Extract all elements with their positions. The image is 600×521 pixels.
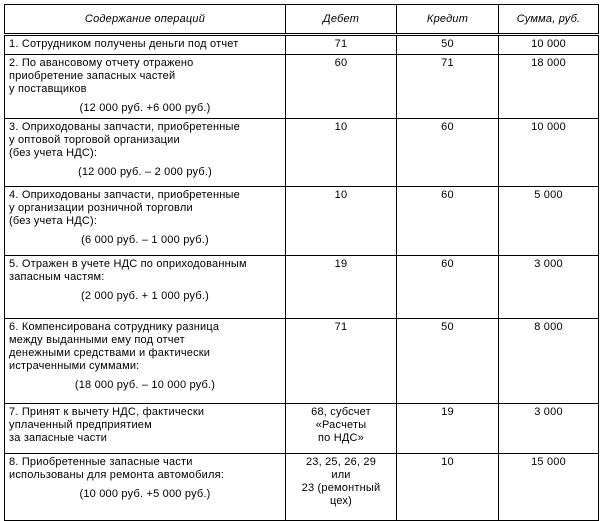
debit-cell: 71	[285, 34, 397, 55]
debit-text: 10	[334, 189, 348, 201]
debit-text: 10	[334, 121, 348, 133]
sum-cell: 18 000	[498, 54, 599, 119]
operation-text: 6. Компенсирована сотруднику разница	[9, 321, 220, 333]
header-debit: Дебет	[285, 4, 397, 36]
debit-cell: 68, субсчет «Расчеты по НДС»	[285, 403, 397, 454]
debit-text: 71	[334, 321, 348, 333]
debit-text: 71	[334, 38, 348, 50]
operation-text: у поставщиков	[9, 83, 87, 95]
credit-cell: 10	[396, 453, 499, 521]
operation-text: 7. Принят к вычету НДС, фактически	[9, 406, 205, 418]
operation-text: у оптовой торговой организации	[9, 134, 180, 146]
operation-text: 5. Отражен в учете НДС по оприходованным	[9, 258, 247, 270]
operation-text: 3. Оприходованы запчасти, приобретенные	[9, 121, 240, 133]
calculation-text: (6 000 руб. – 1 000 руб.)	[81, 234, 209, 246]
table-row: 8. Приобретенные запасные части использов…	[4, 453, 599, 521]
operation-cell: 2. По авансовому отчету отражено приобрет…	[4, 54, 286, 119]
debit-cell: 19	[285, 255, 397, 319]
debit-cell: 23, 25, 26, 29 или 23 (ремонтный цех)	[285, 453, 397, 521]
debit-text: 60	[334, 57, 348, 69]
credit-cell: 60	[396, 118, 499, 187]
operation-text: 4. Оприходованы запчасти, приобретенные	[9, 189, 240, 201]
debit-text: 19	[334, 258, 348, 270]
sum-cell: 8 000	[498, 318, 599, 404]
debit-text: по НДС»	[318, 432, 364, 444]
debit-cell: 10	[285, 118, 397, 187]
table-row: 1. Сотрудником получены деньги под отчет…	[4, 34, 599, 55]
debit-text: 23, 25, 26, 29	[305, 456, 377, 468]
sum-cell: 5 000	[498, 186, 599, 256]
table-row: 2. По авансовому отчету отражено приобрет…	[4, 54, 599, 119]
debit-text: 23 (ремонтный	[301, 482, 381, 494]
calculation-text: (10 000 руб. +5 000 руб.)	[79, 488, 211, 500]
operation-text: использованы для ремонта автомобиля:	[9, 469, 224, 481]
credit-cell: 71	[396, 54, 499, 119]
operation-text: 2. По авансовому отчету отражено	[9, 57, 194, 69]
operation-cell: 1. Сотрудником получены деньги под отчет	[4, 34, 286, 55]
debit-cell: 60	[285, 54, 397, 119]
operation-cell: 6. Компенсирована сотруднику разница межд…	[4, 318, 286, 404]
debit-text: цех)	[329, 495, 353, 507]
table-row: 3. Оприходованы запчасти, приобретенные у…	[4, 118, 599, 187]
operation-text: уплаченный предприятием	[9, 419, 152, 431]
table-row: 5. Отражен в учете НДС по оприходованным…	[4, 255, 599, 319]
credit-cell: 50	[396, 34, 499, 55]
table-row: 6. Компенсирована сотруднику разница межд…	[4, 318, 599, 404]
operation-cell: 7. Принят к вычету НДС, фактически уплаче…	[4, 403, 286, 454]
credit-cell: 60	[396, 255, 499, 319]
operation-text: за запасные части	[9, 432, 108, 444]
operation-text: (без учета НДС):	[9, 147, 98, 159]
calculation-text: (12 000 руб. – 2 000 руб.)	[78, 166, 212, 178]
table-row: 7. Принят к вычету НДС, фактически уплаче…	[4, 403, 599, 454]
operation-cell: 5. Отражен в учете НДС по оприходованным…	[4, 255, 286, 319]
operation-text: 1. Сотрудником получены деньги под отчет	[9, 38, 239, 50]
operation-text: между выданными ему под отчет	[9, 334, 185, 346]
sum-cell: 3 000	[498, 403, 599, 454]
operation-text: приобретение запасных частей	[9, 70, 176, 82]
credit-cell: 50	[396, 318, 499, 404]
debit-cell: 10	[285, 186, 397, 256]
operation-text: (без учета НДС):	[9, 215, 98, 227]
operation-text: 8. Приобретенные запасные части	[9, 456, 193, 468]
debit-text: «Расчеты	[315, 419, 367, 431]
operations-table: Содержание операций Дебет Кредит Сумма, …	[4, 4, 599, 521]
sum-cell: 10 000	[498, 34, 599, 55]
credit-cell: 19	[396, 403, 499, 454]
sum-cell: 15 000	[498, 453, 599, 521]
debit-text: 68, субсчет	[311, 406, 371, 418]
operation-text: денежными средствами и фактически	[9, 347, 211, 359]
operation-text: у организации розничной торговли	[9, 202, 193, 214]
header-sum: Сумма, руб.	[498, 4, 599, 36]
debit-cell: 71	[285, 318, 397, 404]
debit-text: или	[331, 469, 351, 481]
sum-cell: 10 000	[498, 118, 599, 187]
calculation-text: (2 000 руб. + 1 000 руб.)	[81, 290, 209, 302]
header-row: Содержание операций Дебет Кредит Сумма, …	[4, 4, 599, 36]
operation-text: запасным частям:	[9, 271, 105, 283]
operation-cell: 3. Оприходованы запчасти, приобретенные у…	[4, 118, 286, 187]
credit-cell: 60	[396, 186, 499, 256]
header-credit: Кредит	[396, 4, 499, 36]
header-operation: Содержание операций	[4, 4, 286, 36]
table-row: 4. Оприходованы запчасти, приобретенные у…	[4, 186, 599, 256]
operation-cell: 8. Приобретенные запасные части использов…	[4, 453, 286, 521]
calculation-text: (18 000 руб. – 10 000 руб.)	[74, 379, 216, 391]
calculation-text: (12 000 руб. +6 000 руб.)	[79, 102, 211, 114]
operation-text: истраченными суммами:	[9, 360, 140, 372]
operation-cell: 4. Оприходованы запчасти, приобретенные у…	[4, 186, 286, 256]
sum-cell: 3 000	[498, 255, 599, 319]
